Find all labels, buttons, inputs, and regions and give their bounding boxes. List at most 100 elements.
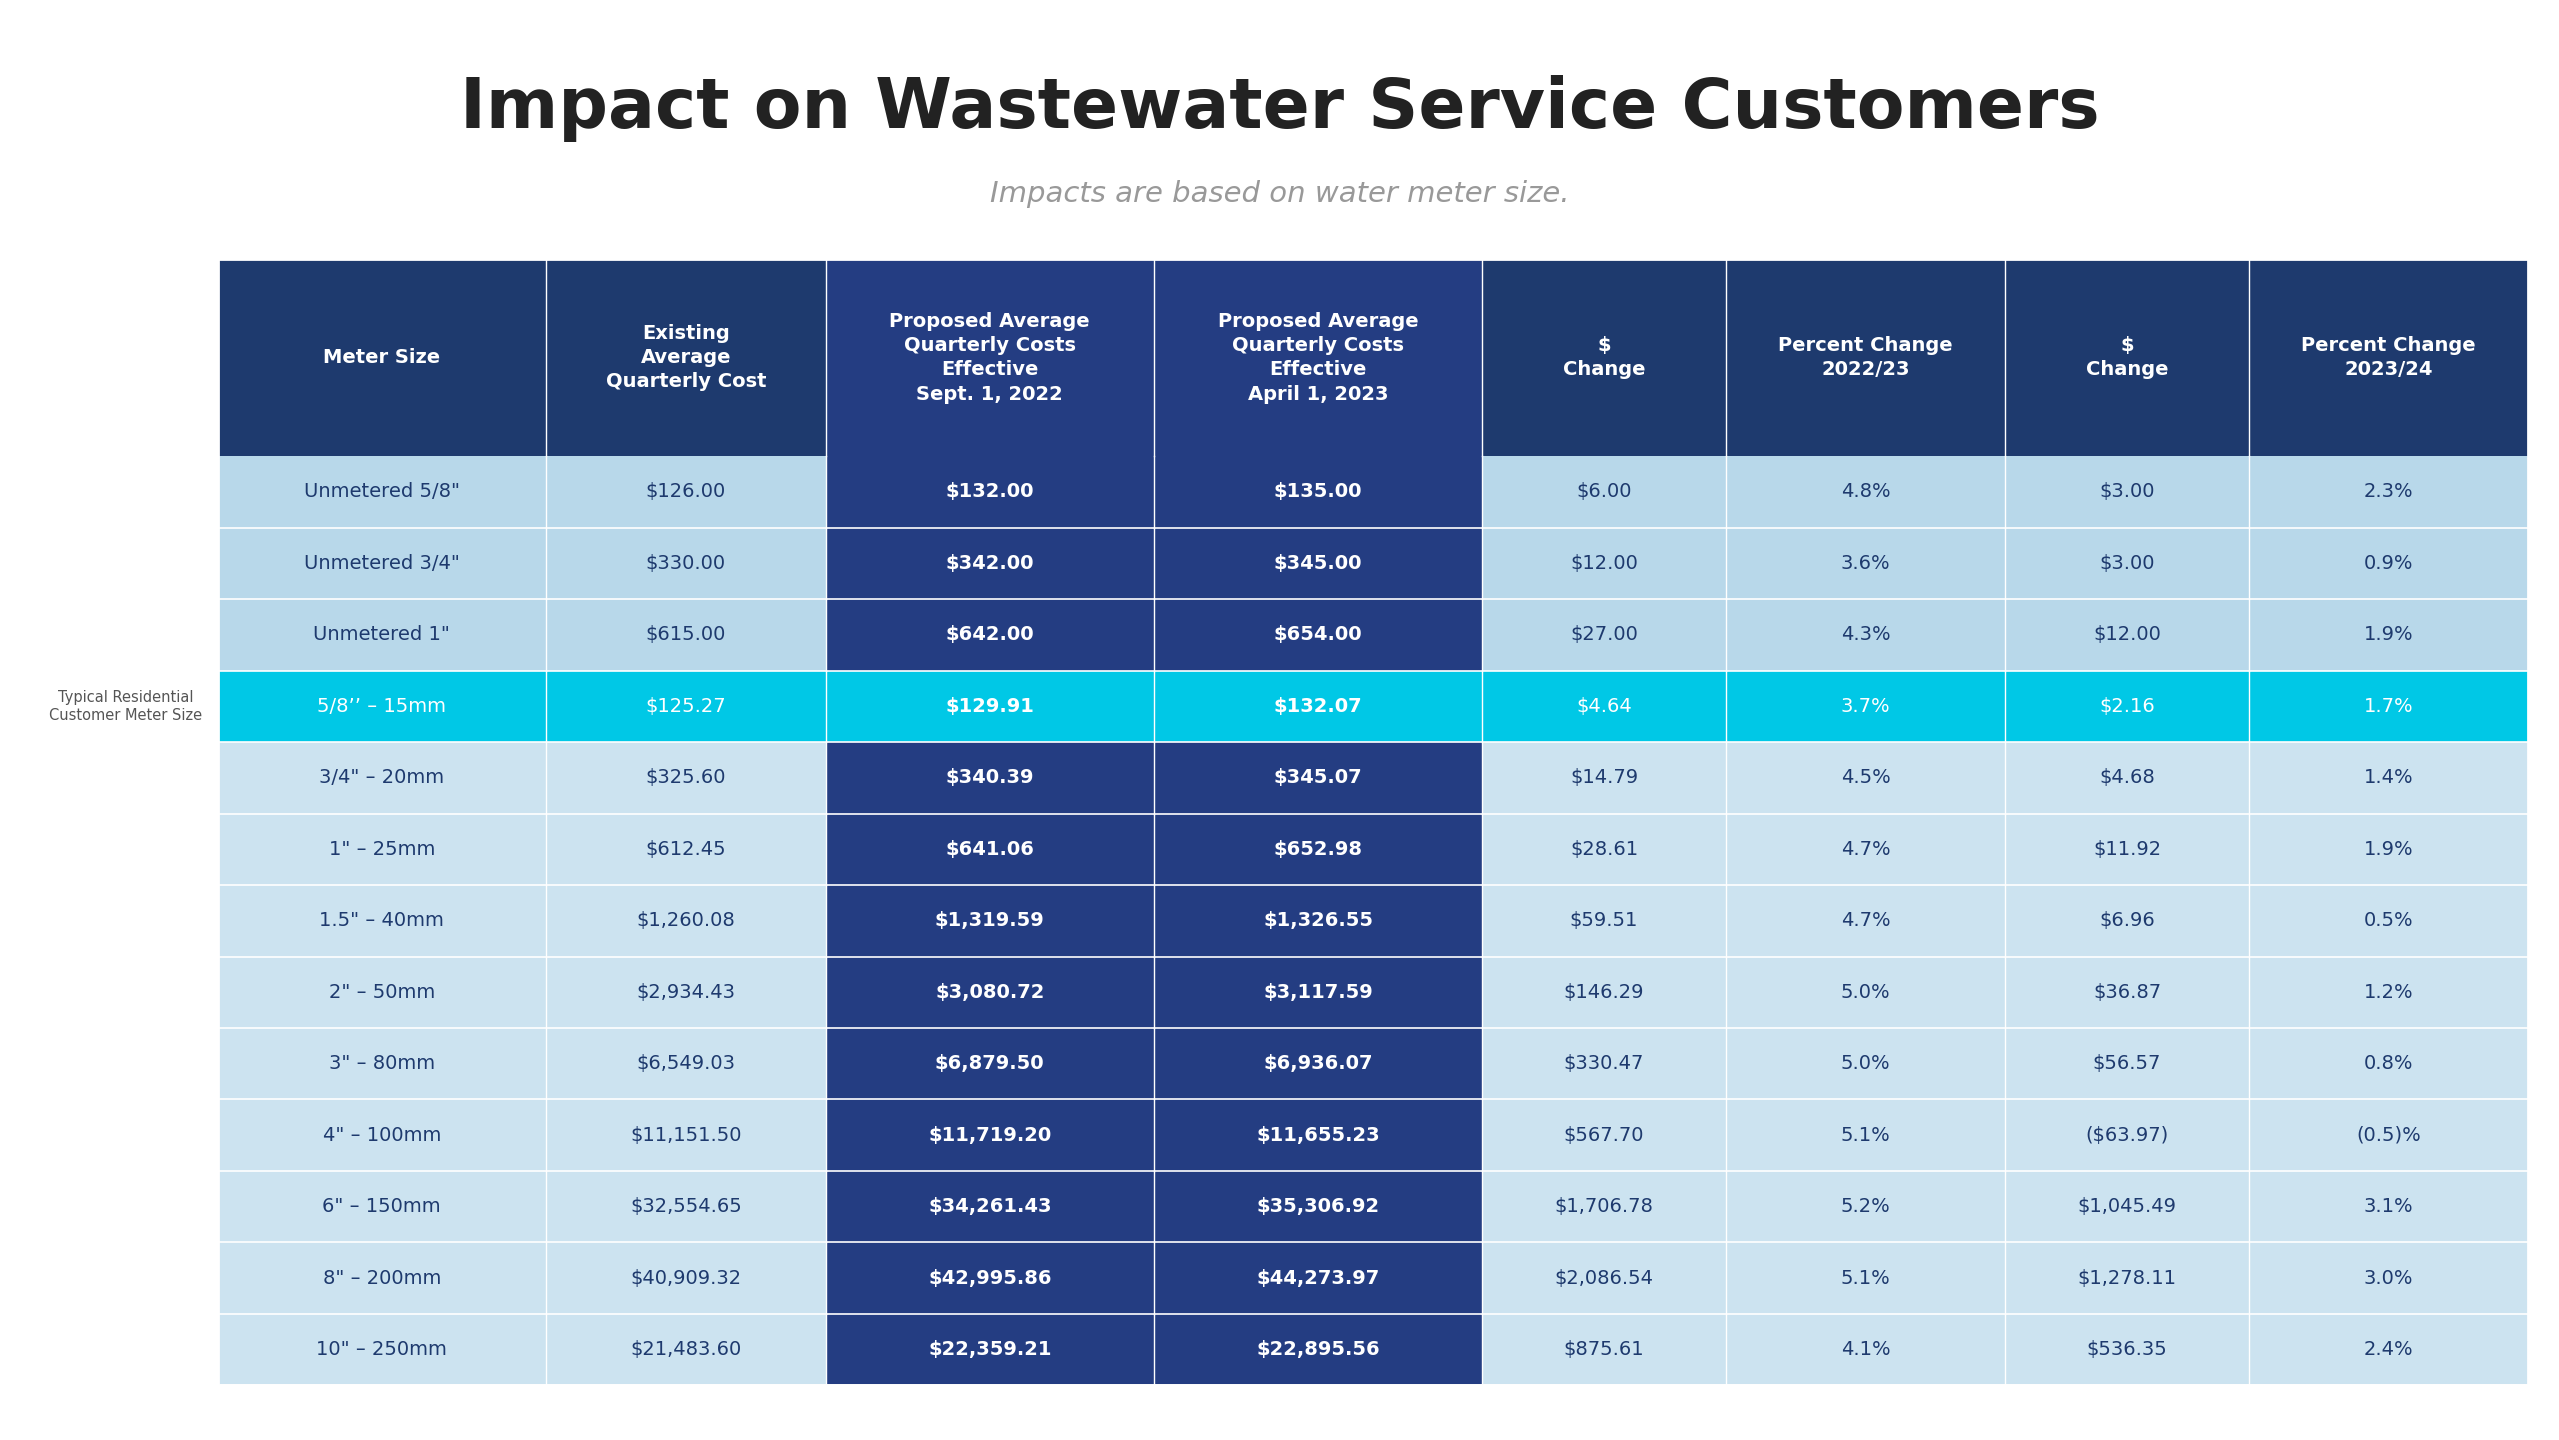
Text: 4.7%: 4.7%: [1840, 840, 1891, 858]
Text: 2.4%: 2.4%: [2365, 1341, 2413, 1359]
Text: 4.5%: 4.5%: [1840, 769, 1891, 788]
Bar: [218, 1171, 2528, 1243]
Bar: [218, 599, 2528, 671]
Text: 1" – 25mm: 1" – 25mm: [328, 840, 435, 858]
Text: $2,086.54: $2,086.54: [1553, 1269, 1653, 1287]
Bar: [218, 259, 2528, 456]
Text: $12.00: $12.00: [1571, 554, 1638, 573]
Text: Percent Change
2022/23: Percent Change 2022/23: [1779, 336, 1953, 379]
Bar: [218, 259, 2528, 1385]
Text: 1.7%: 1.7%: [2365, 697, 2413, 716]
Text: $27.00: $27.00: [1571, 625, 1638, 645]
Text: 2.3%: 2.3%: [2365, 482, 2413, 501]
Text: $567.70: $567.70: [1564, 1126, 1645, 1145]
Text: $3.00: $3.00: [2098, 554, 2155, 573]
Text: Impacts are based on water meter size.: Impacts are based on water meter size.: [990, 180, 1569, 209]
Bar: [827, 527, 1482, 599]
Bar: [218, 1028, 2528, 1099]
Text: 0.5%: 0.5%: [2365, 912, 2413, 930]
Text: $345.07: $345.07: [1274, 769, 1361, 788]
Text: 1.9%: 1.9%: [2365, 840, 2413, 858]
Text: $6,936.07: $6,936.07: [1264, 1054, 1374, 1073]
Bar: [827, 599, 1482, 671]
Text: $35,306.92: $35,306.92: [1256, 1197, 1379, 1217]
Text: $11,719.20: $11,719.20: [929, 1126, 1052, 1145]
Text: 5.1%: 5.1%: [1840, 1269, 1891, 1287]
Text: 4" – 100mm: 4" – 100mm: [322, 1126, 440, 1145]
Bar: [827, 1099, 1482, 1171]
Text: $11,655.23: $11,655.23: [1256, 1126, 1379, 1145]
Text: $1,706.78: $1,706.78: [1553, 1197, 1653, 1217]
Text: 3.1%: 3.1%: [2365, 1197, 2413, 1217]
Text: Percent Change
2023/24: Percent Change 2023/24: [2301, 336, 2475, 379]
Text: 5.1%: 5.1%: [1840, 1126, 1891, 1145]
Bar: [218, 456, 2528, 527]
Text: $132.07: $132.07: [1274, 697, 1361, 716]
Text: $612.45: $612.45: [645, 840, 727, 858]
Text: $3.00: $3.00: [2098, 482, 2155, 501]
Text: 1.2%: 1.2%: [2365, 982, 2413, 1002]
Text: $126.00: $126.00: [645, 482, 727, 501]
Text: $36.87: $36.87: [2093, 982, 2160, 1002]
Text: $330.47: $330.47: [1564, 1054, 1645, 1073]
Text: $4.64: $4.64: [1576, 697, 1633, 716]
Text: 1.5" – 40mm: 1.5" – 40mm: [320, 912, 445, 930]
Bar: [827, 259, 1482, 456]
Text: $34,261.43: $34,261.43: [929, 1197, 1052, 1217]
Text: 3/4" – 20mm: 3/4" – 20mm: [320, 769, 445, 788]
Text: Proposed Average
Quarterly Costs
Effective
April 1, 2023: Proposed Average Quarterly Costs Effecti…: [1218, 312, 1418, 403]
Text: $642.00: $642.00: [944, 625, 1034, 645]
Text: Proposed Average
Quarterly Costs
Effective
Sept. 1, 2022: Proposed Average Quarterly Costs Effecti…: [891, 312, 1090, 403]
Text: 0.9%: 0.9%: [2365, 554, 2413, 573]
Bar: [827, 814, 1482, 886]
Text: Impact on Wastewater Service Customers: Impact on Wastewater Service Customers: [461, 75, 2098, 141]
Text: $59.51: $59.51: [1569, 912, 1638, 930]
Text: 4.3%: 4.3%: [1840, 625, 1891, 645]
Text: $125.27: $125.27: [645, 697, 727, 716]
Text: 5.2%: 5.2%: [1840, 1197, 1891, 1217]
Text: $325.60: $325.60: [645, 769, 727, 788]
Bar: [827, 671, 1482, 742]
Text: Unmetered 1": Unmetered 1": [312, 625, 450, 645]
Text: $21,483.60: $21,483.60: [630, 1341, 742, 1359]
Text: $56.57: $56.57: [2093, 1054, 2162, 1073]
Bar: [218, 814, 2528, 886]
Text: $3,117.59: $3,117.59: [1264, 982, 1374, 1002]
Text: $536.35: $536.35: [2086, 1341, 2167, 1359]
Text: ($63.97): ($63.97): [2086, 1126, 2167, 1145]
Text: $6,879.50: $6,879.50: [934, 1054, 1044, 1073]
Text: $1,260.08: $1,260.08: [637, 912, 734, 930]
Bar: [827, 1313, 1482, 1385]
Text: 5/8’’ – 15mm: 5/8’’ – 15mm: [317, 697, 445, 716]
Text: $652.98: $652.98: [1274, 840, 1364, 858]
Bar: [218, 742, 2528, 814]
Bar: [827, 1243, 1482, 1313]
Text: 8" – 200mm: 8" – 200mm: [322, 1269, 440, 1287]
Text: $22,895.56: $22,895.56: [1256, 1341, 1379, 1359]
Text: 6" – 150mm: 6" – 150mm: [322, 1197, 440, 1217]
Text: $146.29: $146.29: [1564, 982, 1645, 1002]
Text: $12.00: $12.00: [2093, 625, 2160, 645]
Text: $1,326.55: $1,326.55: [1264, 912, 1374, 930]
Text: (0.5)%: (0.5)%: [2357, 1126, 2421, 1145]
Text: $615.00: $615.00: [645, 625, 727, 645]
Bar: [218, 886, 2528, 956]
Text: 1.9%: 1.9%: [2365, 625, 2413, 645]
Text: 1.4%: 1.4%: [2365, 769, 2413, 788]
Text: $1,278.11: $1,278.11: [2078, 1269, 2178, 1287]
Text: $11,151.50: $11,151.50: [630, 1126, 742, 1145]
Text: $345.00: $345.00: [1274, 554, 1361, 573]
Text: $2,934.43: $2,934.43: [637, 982, 734, 1002]
Bar: [218, 956, 2528, 1028]
Text: $
Change: $ Change: [1564, 336, 1645, 379]
Text: Unmetered 3/4": Unmetered 3/4": [305, 554, 461, 573]
Text: 10" – 250mm: 10" – 250mm: [317, 1341, 448, 1359]
Text: $42,995.86: $42,995.86: [929, 1269, 1052, 1287]
Text: $875.61: $875.61: [1564, 1341, 1645, 1359]
Bar: [827, 742, 1482, 814]
Text: $3,080.72: $3,080.72: [934, 982, 1044, 1002]
Text: $28.61: $28.61: [1569, 840, 1638, 858]
Text: $641.06: $641.06: [944, 840, 1034, 858]
Text: $11.92: $11.92: [2093, 840, 2160, 858]
Text: 0.8%: 0.8%: [2365, 1054, 2413, 1073]
